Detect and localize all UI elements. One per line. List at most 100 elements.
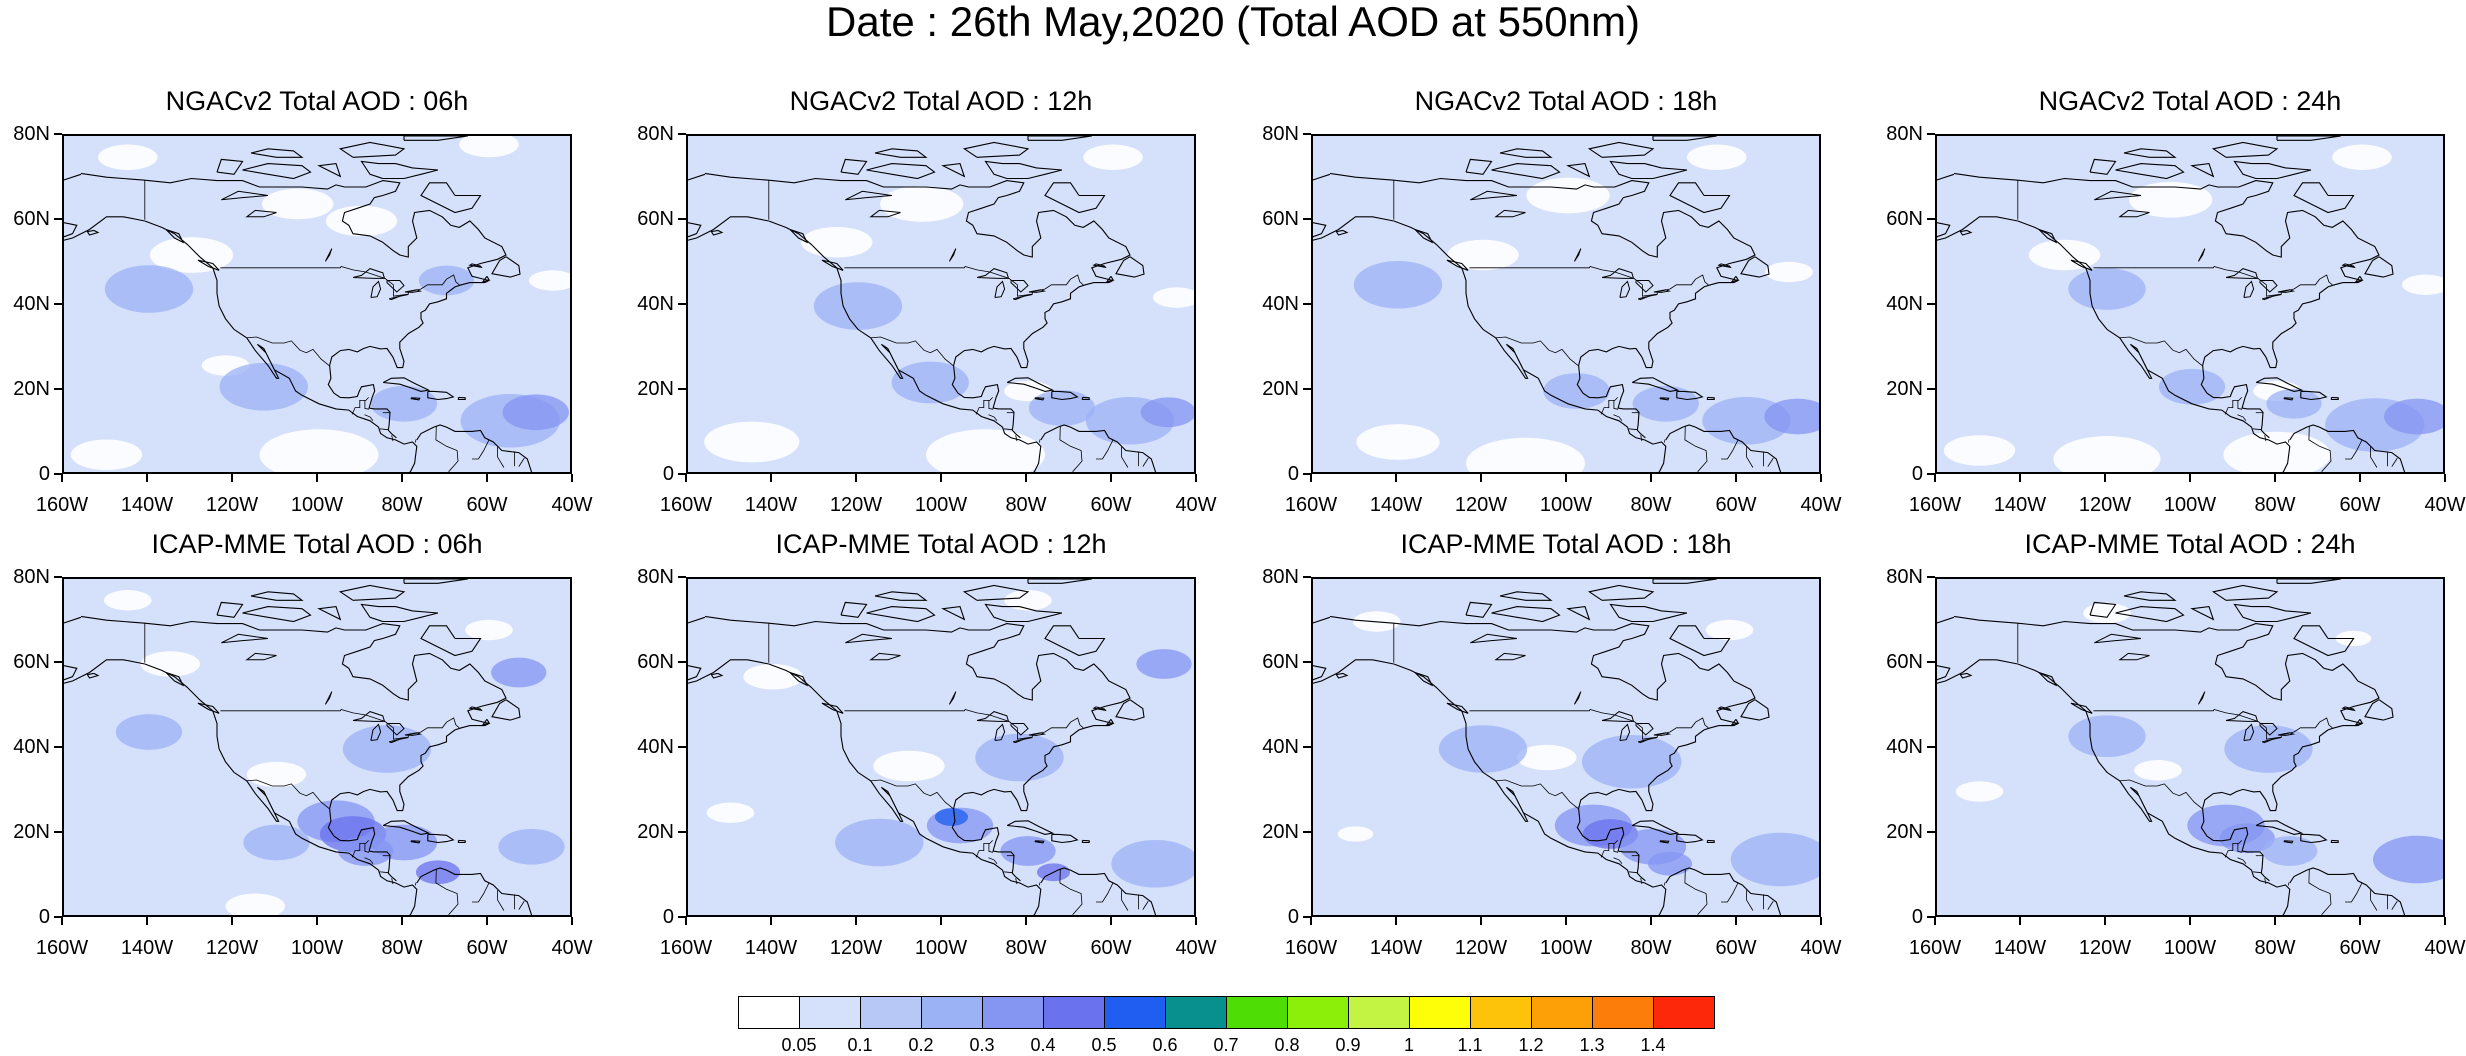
lon-tick [61,474,63,482]
country-border [497,447,505,468]
low-aod-patch [1526,177,1610,214]
coastline [327,808,397,882]
lake-outline [2259,280,2278,293]
lat-tick [1927,576,1935,578]
coastline [2364,699,2394,721]
colorbar-box [1653,996,1715,1029]
map-panel-4: NGACv2 Total AOD : 24h 80N 60N 40N 20N 0 160W 1… [1873,86,2466,526]
coastline [1313,616,1394,684]
coastline [2276,136,2341,141]
aod-patch [1000,836,1056,866]
coastline [216,601,244,618]
lon-label: 40W [551,494,593,516]
lon-tick [2019,917,2021,925]
coastline [1465,601,1493,618]
lat-label: 40N [1262,736,1299,758]
lon-tick [2274,474,2276,482]
panel-title: ICAP-MME Total AOD : 12h [775,529,1107,559]
coastline [710,229,724,236]
country-border [2252,871,2262,874]
coastline [1953,615,2380,812]
lat-tick [1303,388,1311,390]
lon-tick [1395,917,1397,925]
coastline [821,259,844,271]
low-aod-patch [801,226,873,258]
coastline [360,160,439,180]
aod-patch [342,725,432,773]
country-border [379,428,389,431]
lake-outline [2197,248,2206,262]
coastline [1566,162,1591,178]
low-aod-patch [704,421,800,463]
lat-label: 60N [1886,208,1923,230]
lake-outline [352,711,386,722]
aod-patch [2384,398,2443,435]
lon-label: 140W [1369,494,1423,516]
map-panel-1: NGACv2 Total AOD : 06h 80N 60N 40N 20N 0 160W 1… [0,86,634,526]
lake-outline [1635,280,1654,293]
coastline [491,699,521,721]
panel-title: ICAP-MME Total AOD : 24h [2024,529,2356,559]
lake-outline [1470,633,1518,644]
colorbar-box [1043,996,1105,1029]
lon-label: 60W [466,494,508,516]
aod-patch [975,733,1064,782]
country-border [1613,857,1623,865]
lat-label: 60N [13,208,50,230]
low-aod-patch [2083,602,2131,624]
aod-map [62,134,572,474]
coastline [840,601,868,618]
lon-label: 60W [2339,494,2381,516]
aod-map [1311,134,1821,474]
coastline [457,396,466,401]
lon-tick [2359,474,2361,482]
colorbar-label: 0.4 [1030,1035,1056,1055]
lat-tick [1303,916,1311,918]
low-aod-patch [1004,590,1052,611]
lat-label: 40N [637,736,674,758]
aod-patch [1353,260,1443,309]
coastline [1414,228,1434,244]
coastline [866,606,936,623]
country-border [2308,425,2332,472]
aod-patch [104,265,194,313]
lat-tick [678,661,686,663]
coastline [317,162,342,178]
lat-tick [54,831,62,833]
colorbar-box [1348,996,1410,1029]
country-border [1495,779,1579,810]
lat-tick [1303,831,1311,833]
lake-outline [370,723,382,741]
lon-tick [486,474,488,482]
coastline [242,606,312,623]
coastline [1959,672,1973,679]
coastline [1669,182,1731,214]
coastline [317,605,342,621]
coastline [80,172,507,369]
lon-label: 120W [829,494,883,516]
colorbar-label: 0.7 [1213,1035,1239,1055]
country-border [1746,447,1754,468]
coastline [420,625,482,657]
lat-label: 80N [13,123,50,145]
coastline [1081,839,1090,844]
country-border [2224,840,2242,858]
country-border [988,400,994,410]
lon-label: 60W [2339,937,2381,959]
country-border [2119,779,2203,810]
colorbar-label: 0.9 [1335,1035,1361,1055]
coastline [403,579,468,584]
lon-tick [1480,474,1482,482]
coastline [704,615,1131,812]
low-aod-patch [1943,435,2016,466]
colorbar-label: 1.4 [1640,1035,1666,1055]
coastline [64,616,145,684]
coastline [1044,625,1106,657]
lat-tick [678,576,686,578]
coastline [86,672,100,679]
coastline [1576,365,1646,439]
coastline [1953,172,2380,369]
coastline [2233,160,2312,180]
colorbar-box [1592,996,1654,1029]
coastline [491,256,521,278]
